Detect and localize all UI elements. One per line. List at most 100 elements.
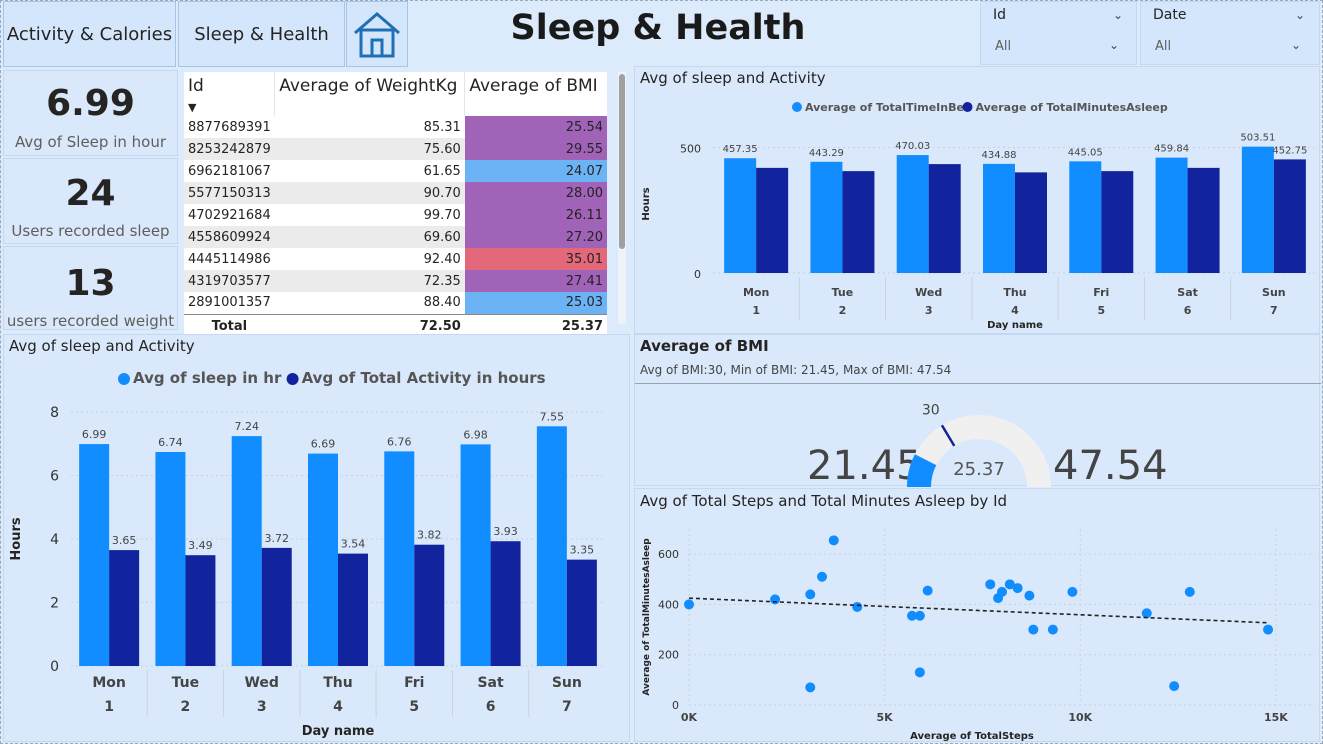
bar — [896, 155, 929, 273]
bar — [1241, 146, 1274, 273]
chevron-down-icon[interactable]: ⌄ — [1113, 8, 1124, 22]
table-row[interactable]: 2891001357 88.40 25.03 — [184, 292, 607, 314]
x-axis-label: Day name — [987, 320, 1043, 331]
bar — [1187, 167, 1220, 273]
x-tick-label: Thu — [1003, 286, 1026, 299]
table-row[interactable]: 6962181067 61.65 24.07 — [184, 160, 607, 182]
data-label: 434.88 — [982, 150, 1017, 161]
column-header-id[interactable]: Id ▼ — [184, 72, 275, 116]
bar — [490, 541, 521, 666]
nav-activity-calories-label: Activity & Calories — [6, 23, 173, 45]
y-axis-label: Hours — [9, 517, 24, 560]
y-tick-label: 600 — [658, 548, 679, 561]
data-label: 3.35 — [570, 544, 595, 557]
cell-bmi: 25.03 — [464, 292, 607, 314]
nav-activity-calories-button[interactable]: Activity & Calories — [3, 1, 176, 67]
bmi-table: Id ▼ Average of WeightKg Average of BMI … — [184, 72, 607, 338]
legend-marker — [792, 102, 802, 112]
table-row[interactable]: 4319703577 72.35 27.41 — [184, 270, 607, 292]
data-label: 503.51 — [1240, 133, 1275, 144]
scatter-point — [1141, 608, 1152, 619]
x-tick-number: 1 — [104, 699, 114, 715]
column-header-label: Id — [188, 76, 204, 96]
gauge-track — [907, 415, 1051, 487]
dropdown-chevron-icon[interactable]: ⌄ — [1109, 38, 1120, 52]
table-header-row: Id ▼ Average of WeightKg Average of BMI — [184, 72, 607, 116]
x-tick-label: 15K — [1264, 711, 1288, 724]
data-label: 470.03 — [895, 141, 930, 152]
y-tick-label: 500 — [680, 143, 701, 156]
x-tick-label: Sun — [552, 675, 582, 691]
x-tick-number: 4 — [333, 699, 343, 715]
scatter-point — [1028, 624, 1039, 635]
home-button[interactable] — [346, 1, 408, 67]
cell-weight: 75.60 — [274, 138, 465, 160]
gauge-target-label: 30 — [922, 403, 940, 419]
date-slicer[interactable]: Date ⌄ All ⌄ — [1140, 1, 1320, 65]
scatter-point — [922, 585, 933, 596]
x-tick-number: 5 — [1097, 304, 1105, 317]
bar — [231, 436, 262, 666]
x-tick-number: 7 — [562, 699, 572, 715]
column-header-weight[interactable]: Average of WeightKg — [274, 72, 465, 116]
table-row[interactable]: 4445114986 92.40 35.01 — [184, 248, 607, 270]
cell-id: 4558609924 — [184, 226, 275, 248]
nav-sleep-health-button[interactable]: Sleep & Health — [178, 1, 345, 67]
bar — [536, 426, 567, 666]
x-tick-label: 10K — [1068, 711, 1092, 724]
x-tick-label: 5K — [877, 711, 894, 724]
data-label: 457.35 — [723, 144, 758, 155]
y-tick-label: 4 — [50, 532, 59, 548]
table-row[interactable]: 4702921684 99.70 26.11 — [184, 204, 607, 226]
dropdown-chevron-icon[interactable]: ⌄ — [1291, 38, 1302, 52]
trendline — [688, 597, 1269, 624]
data-label: 3.72 — [264, 532, 289, 545]
y-axis-label: Average of TotalMinutesAsleep — [642, 538, 652, 696]
table-scrollbar-thumb[interactable] — [619, 74, 625, 249]
scatter-point — [914, 667, 925, 678]
cell-bmi: 26.11 — [464, 204, 607, 226]
id-slicer-value: All — [995, 39, 1012, 54]
table-row[interactable]: 5577150313 90.70 28.00 — [184, 182, 607, 204]
legend-marker — [286, 373, 299, 385]
legend-label: Average of TotalMinutesAsleep — [976, 101, 1168, 114]
data-label: 443.29 — [809, 148, 844, 159]
id-slicer[interactable]: Id ⌄ All ⌄ — [980, 1, 1137, 65]
y-tick-label: 6 — [50, 469, 59, 485]
scatter-point — [684, 599, 694, 610]
scatter-point — [1263, 624, 1274, 635]
bar — [842, 171, 875, 273]
chevron-down-icon[interactable]: ⌄ — [1295, 8, 1306, 22]
table-row[interactable]: 8253242879 75.60 29.55 — [184, 138, 607, 160]
bar — [566, 559, 597, 666]
table-row[interactable]: 4558609924 69.60 27.20 — [184, 226, 607, 248]
table-row[interactable]: 8877689391 85.31 25.54 — [184, 116, 607, 138]
sort-desc-icon[interactable]: ▼ — [188, 101, 197, 114]
bar — [79, 444, 110, 666]
sleep-activity-minutes-chart-panel: Avg of sleep and Activity 0 500 Average of… — [634, 66, 1320, 334]
cell-id: 4319703577 — [184, 270, 275, 292]
x-tick-number: 5 — [409, 699, 419, 715]
gauge-fill — [907, 454, 937, 487]
data-label: 6.74 — [158, 436, 183, 449]
cell-weight: 88.40 — [423, 295, 461, 311]
x-tick-number: 3 — [257, 699, 267, 715]
data-label: 3.65 — [112, 534, 137, 547]
data-label: 452.75 — [1272, 145, 1307, 156]
bar — [1155, 157, 1188, 273]
data-label: 7.55 — [540, 410, 565, 423]
bmi-gauge: 30 25.37 — [907, 403, 1051, 487]
bar — [928, 164, 961, 273]
x-tick-label: Mon — [743, 286, 769, 299]
column-header-bmi[interactable]: Average of BMI — [464, 72, 607, 116]
x-tick-label: Sat — [1177, 286, 1198, 299]
steps-vs-sleep-scatter: 0 200 400 600 0K 5K 10K 15K Average of TotalStep… — [642, 529, 1315, 742]
bar — [1101, 171, 1134, 273]
bar — [756, 167, 789, 273]
cell-id: 4445114986 — [188, 251, 271, 267]
bar — [308, 453, 338, 666]
steps-vs-sleep-scatter-panel: Avg of Total Steps and Total Minutes Asl… — [634, 488, 1320, 742]
x-tick-label: Tue — [832, 286, 854, 299]
y-tick-label: 200 — [658, 649, 679, 662]
x-tick-number: 2 — [839, 304, 847, 317]
